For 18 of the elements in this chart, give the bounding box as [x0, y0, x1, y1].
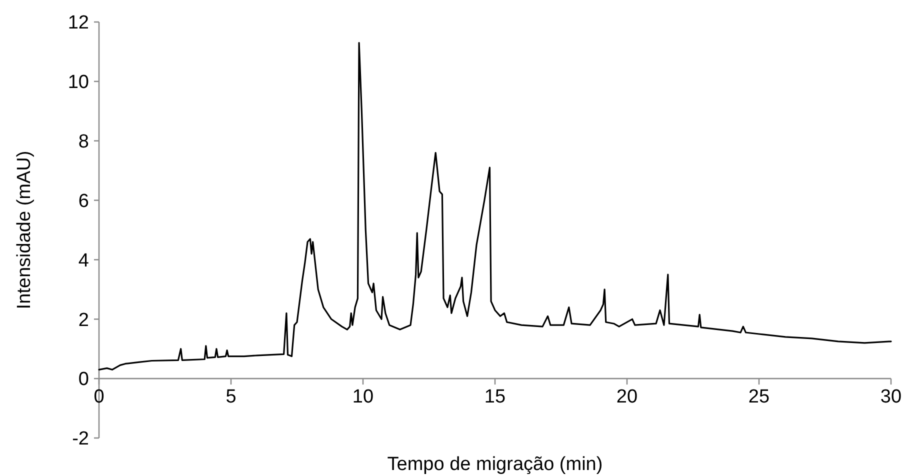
y-tick-label: 0 [78, 369, 89, 390]
x-tick-label: 25 [748, 386, 770, 408]
x-tick-label: 30 [880, 386, 902, 408]
x-tick-label: 15 [484, 386, 506, 408]
y-tick-label: 4 [78, 250, 90, 272]
x-tick-label: 20 [616, 386, 638, 408]
x-axis-title: Tempo de migração (min) [387, 454, 603, 475]
y-tick-label: 10 [68, 72, 89, 94]
x-tick-label: 0 [94, 386, 104, 408]
y-axis-title: Intensidade (mAU) [14, 150, 35, 310]
y-tick-label: 8 [78, 132, 89, 153]
x-tick-label: 5 [226, 386, 236, 408]
line-series [98, 42, 892, 370]
y-tick-label: -2 [72, 428, 89, 450]
y-tick-label: 12 [68, 12, 89, 34]
y-tick-label: 6 [78, 190, 89, 212]
x-tick-label: 10 [352, 386, 374, 408]
y-tick-label: 2 [78, 310, 89, 331]
